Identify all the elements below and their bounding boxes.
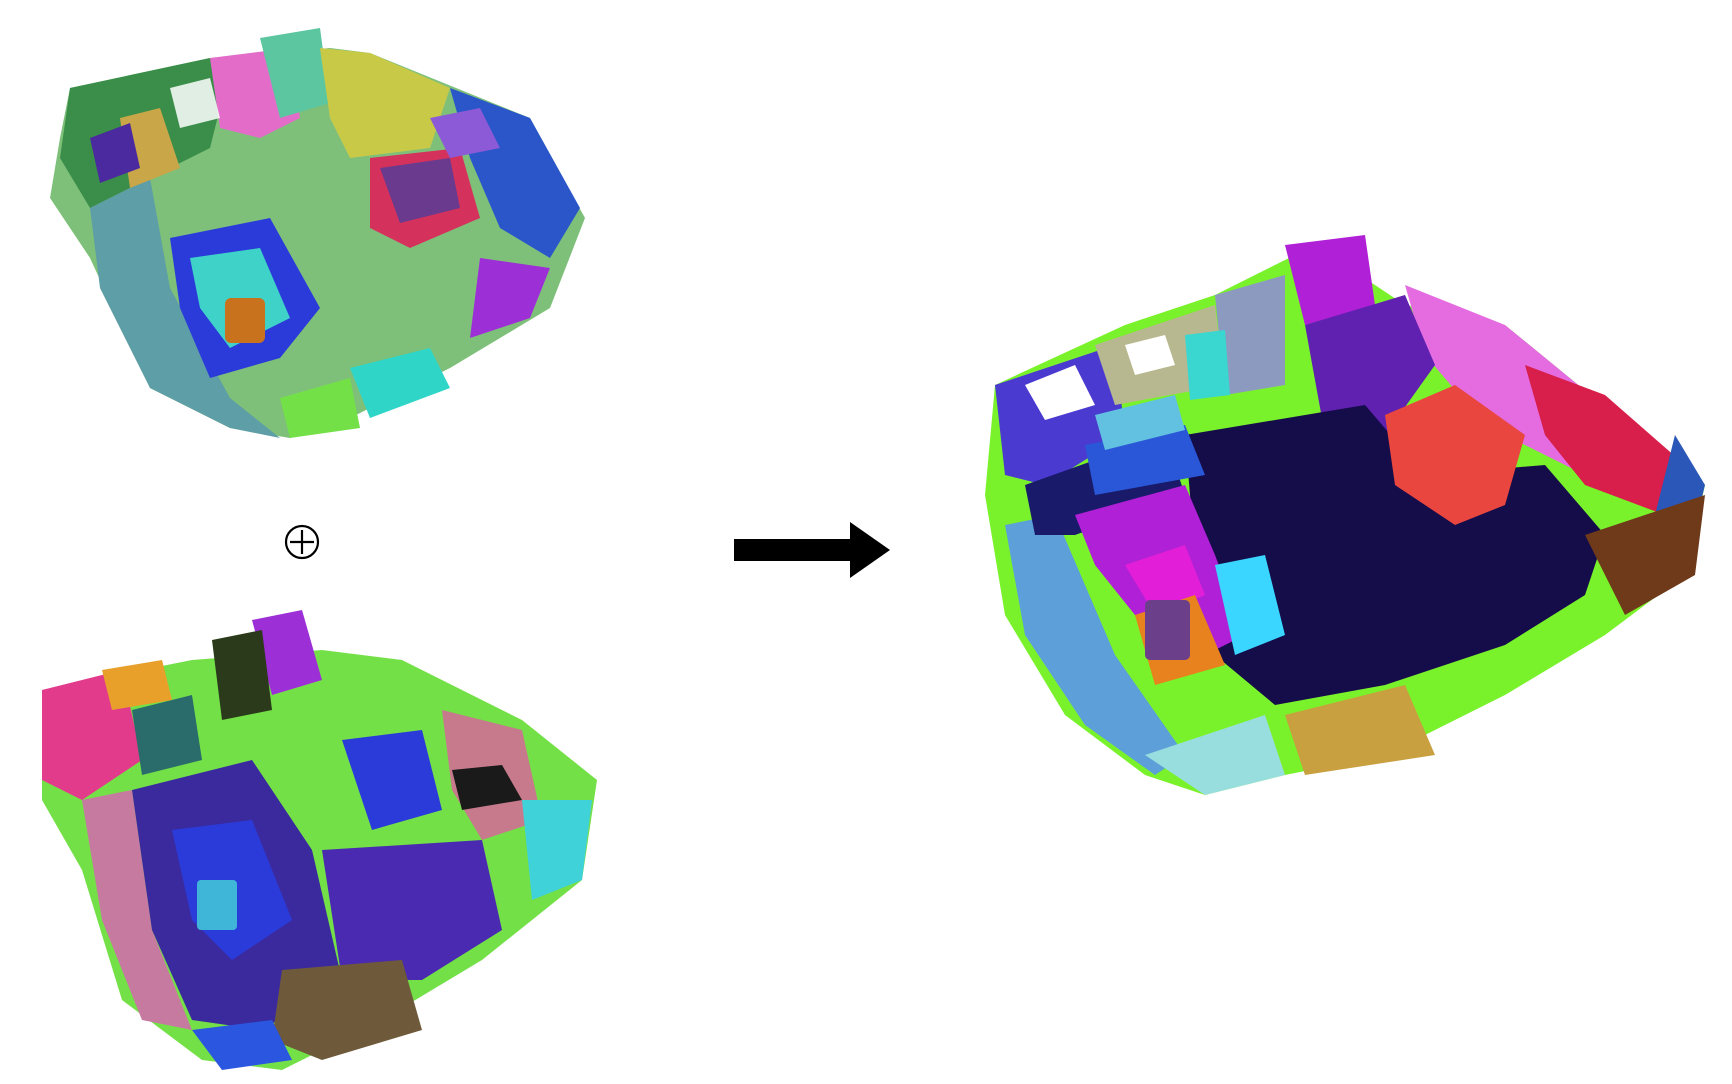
segment (452, 765, 522, 810)
segment (380, 158, 460, 223)
segment (470, 258, 550, 338)
segment (197, 880, 237, 930)
oplus-icon (284, 524, 320, 560)
segment (1125, 335, 1175, 375)
segment (522, 800, 592, 900)
merged-scene-graphic (985, 235, 1705, 795)
segment (342, 730, 442, 830)
segment (1525, 365, 1685, 515)
merged-scene (985, 235, 1730, 860)
segment (320, 48, 450, 158)
segment (350, 348, 450, 418)
segment (280, 378, 360, 438)
segment (102, 660, 172, 710)
segment (1125, 545, 1205, 615)
segment (252, 610, 322, 695)
segment (1185, 330, 1230, 400)
segment (1385, 385, 1525, 525)
segment (90, 123, 140, 183)
segment (1145, 715, 1285, 795)
input-scene-bottom (22, 600, 602, 1070)
scene-top-graphic (50, 28, 585, 438)
segment (1095, 395, 1185, 450)
oplus-operator (283, 523, 321, 561)
segment (225, 298, 265, 343)
input-scene-top (30, 8, 590, 458)
merge-arrow (734, 522, 890, 578)
segment (322, 840, 502, 980)
segment (1305, 295, 1435, 435)
right-arrow-icon (734, 522, 890, 578)
segment (430, 108, 500, 158)
segment (1285, 235, 1375, 325)
segment (170, 78, 220, 128)
segment (212, 630, 272, 720)
segment (1215, 555, 1285, 655)
segment (192, 1020, 292, 1070)
segment (132, 695, 202, 775)
segment (1585, 495, 1705, 615)
segment (260, 28, 330, 118)
scene-bottom-graphic (42, 610, 597, 1070)
segment (1005, 515, 1185, 775)
segment (90, 178, 280, 438)
segment (272, 960, 422, 1060)
segment (1145, 600, 1190, 660)
segment (82, 790, 192, 1030)
segment (1285, 685, 1435, 775)
segment (1215, 275, 1285, 395)
segment (1025, 365, 1095, 420)
